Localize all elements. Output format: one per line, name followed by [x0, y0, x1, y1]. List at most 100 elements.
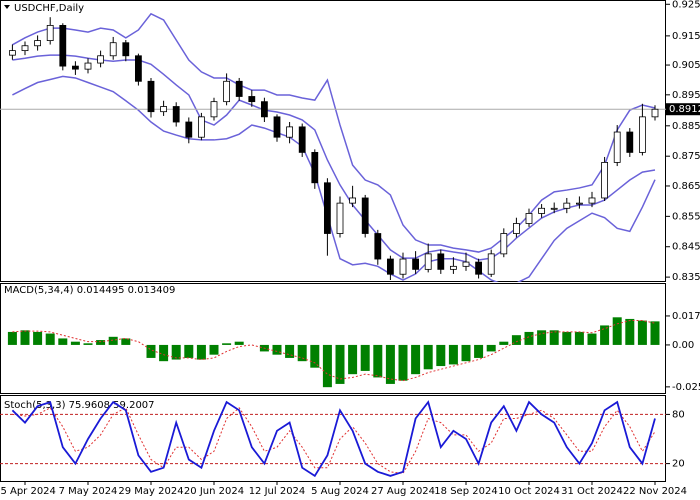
- candle-body: [84, 62, 92, 70]
- candle-body: [134, 55, 142, 82]
- candle-body: [588, 197, 596, 204]
- candle-body: [462, 261, 470, 267]
- histogram-bar: [121, 338, 131, 345]
- histogram-bar: [310, 344, 320, 368]
- y-tick-label: 0.85595: [672, 211, 700, 222]
- y-tick-label: 0.88575: [672, 121, 700, 132]
- histogram-bar: [348, 344, 358, 375]
- histogram-bar: [108, 336, 118, 345]
- candle-body: [210, 101, 218, 118]
- histogram-bar: [474, 344, 484, 358]
- y-tick-label: 0.83595: [672, 272, 700, 283]
- histogram-bar: [448, 344, 458, 365]
- candle-body: [21, 45, 29, 52]
- histogram-bar: [549, 330, 559, 345]
- histogram-bar: [322, 344, 332, 388]
- histogram-bar: [146, 344, 156, 358]
- histogram-bar: [83, 343, 93, 345]
- stoch-plot: [0, 400, 666, 478]
- histogram-bar: [625, 318, 635, 345]
- histogram-bar: [285, 344, 295, 358]
- y-tick-label: 20: [672, 459, 685, 470]
- histogram-bar: [7, 331, 17, 345]
- price-panel-title: USDCHF,Daily: [14, 3, 84, 14]
- x-tick-label: 22 Nov 2024: [623, 486, 687, 497]
- histogram-bar: [600, 325, 610, 345]
- candle-body: [311, 151, 319, 184]
- histogram-bar: [411, 344, 421, 375]
- x-tick-label: 15 Apr 2024: [0, 486, 56, 497]
- candle-body: [298, 126, 306, 153]
- histogram-bar: [524, 331, 534, 345]
- symbol-menu-icon: [4, 5, 10, 9]
- histogram-bar: [537, 330, 547, 345]
- y-tick-label: -0.025808: [672, 382, 700, 393]
- signal-line: [12, 320, 656, 382]
- histogram-bar: [96, 340, 106, 345]
- candle-body: [197, 116, 205, 138]
- candle-body: [122, 42, 130, 57]
- histogram-bar: [461, 344, 471, 362]
- candle-body: [601, 162, 608, 199]
- candle-body: [273, 116, 281, 138]
- candle-body: [223, 80, 231, 103]
- histogram-bar: [562, 331, 572, 345]
- bollinger-band: [12, 75, 656, 282]
- candle-body: [475, 261, 483, 275]
- y-tick-label: 0.84595: [672, 242, 700, 253]
- candle-body: [286, 126, 294, 138]
- candle-body: [550, 207, 558, 210]
- candle-body: [513, 223, 520, 234]
- bollinger-band: [12, 54, 656, 261]
- x-tick-label: 27 Aug 2024: [371, 486, 435, 497]
- histogram-bar: [70, 341, 80, 345]
- candle-body: [46, 24, 54, 41]
- x-tick-label: 7 May 2024: [59, 486, 118, 497]
- histogram-bar: [398, 344, 408, 381]
- candle-body: [613, 131, 621, 163]
- y-tick-label: 0.00: [672, 340, 694, 351]
- candle-body: [185, 121, 193, 138]
- y-tick-label: 0.92575: [672, 0, 700, 10]
- candle-body: [500, 233, 508, 255]
- y-tick-label: 0.91535: [672, 31, 700, 42]
- y-tick-label: 0.87575: [672, 151, 700, 162]
- histogram-bar: [335, 344, 345, 384]
- histogram-bar: [159, 344, 169, 362]
- candle-body: [437, 253, 445, 270]
- last-price-box: [666, 103, 700, 116]
- candle-body: [361, 197, 369, 234]
- candle-body: [563, 202, 571, 209]
- candle-body: [59, 24, 67, 67]
- candle-body: [260, 101, 268, 118]
- candle-body: [235, 80, 243, 97]
- candle-body: [424, 253, 432, 270]
- candle-body: [449, 265, 457, 270]
- histogram-bar: [58, 338, 68, 345]
- candle-body: [538, 207, 545, 214]
- candle-body: [386, 258, 394, 275]
- histogram-bar: [650, 321, 660, 345]
- candle-body: [172, 106, 180, 123]
- candle-body: [72, 65, 79, 70]
- histogram-bar: [360, 344, 370, 371]
- candle-body: [248, 96, 256, 103]
- candle-body: [639, 116, 646, 153]
- candle-body: [525, 213, 533, 224]
- last-price-label: 0.89121: [669, 104, 700, 115]
- candle-body: [8, 50, 16, 56]
- histogram-bar: [499, 341, 509, 345]
- candle-body: [160, 106, 168, 113]
- y-tick-label: 0.86595: [672, 181, 700, 192]
- candle-body: [34, 40, 41, 47]
- candle-body: [412, 258, 420, 270]
- histogram-bar: [612, 317, 622, 345]
- histogram-bar: [436, 344, 446, 367]
- stoch-panel-frame: [0, 395, 666, 482]
- y-tick-label: 0.01784: [672, 311, 700, 322]
- macd-panel-frame: [0, 283, 666, 394]
- y-tick-label: 0.90575: [672, 60, 700, 71]
- candle-body: [399, 258, 407, 275]
- candle-body: [374, 233, 382, 260]
- signal-line: [12, 407, 656, 474]
